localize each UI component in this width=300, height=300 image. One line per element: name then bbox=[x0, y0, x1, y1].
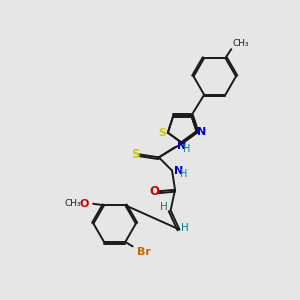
Text: S: S bbox=[158, 128, 166, 138]
Text: Br: Br bbox=[137, 247, 151, 257]
Text: H: H bbox=[182, 223, 189, 233]
Text: CH₃: CH₃ bbox=[65, 199, 81, 208]
Text: N: N bbox=[174, 166, 184, 176]
Text: S: S bbox=[131, 148, 140, 161]
Text: H: H bbox=[160, 202, 168, 212]
Text: H: H bbox=[183, 143, 190, 154]
Text: H: H bbox=[180, 169, 188, 178]
Text: N: N bbox=[197, 127, 207, 137]
Text: O: O bbox=[80, 199, 89, 209]
Text: CH₃: CH₃ bbox=[233, 39, 249, 48]
Text: O: O bbox=[150, 185, 160, 198]
Text: N: N bbox=[177, 142, 187, 152]
